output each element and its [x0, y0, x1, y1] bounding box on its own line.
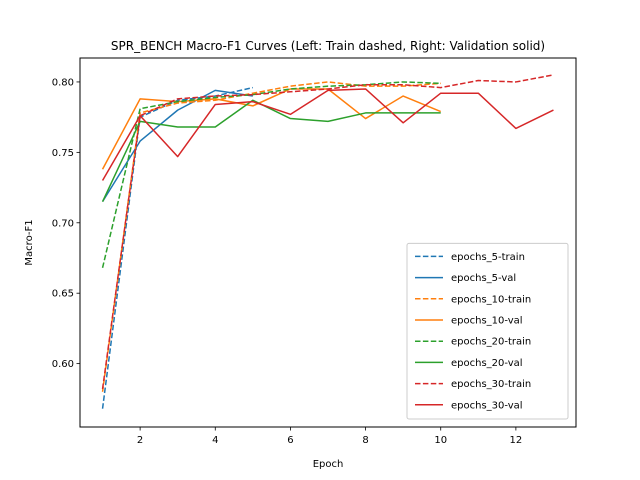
x-tick-label: 4: [212, 435, 218, 446]
series-line-epochs_20-train: [101, 81, 441, 269]
legend-label-epochs_30-train: epochs_30-train: [451, 379, 531, 390]
y-tick-label: 0.80: [52, 77, 74, 88]
chart-title: SPR_BENCH Macro-F1 Curves (Left: Train d…: [111, 39, 545, 53]
plot-area: [101, 74, 554, 409]
y-axis: 0.60 0.65 0.70 0.75 0.80: [52, 77, 80, 370]
legend-box: [406, 242, 569, 420]
series-line-epochs_20-val: [101, 99, 441, 202]
legend: epochs_5-train epochs_5-val epochs_10-trai…: [406, 242, 569, 420]
series-line-epochs_10-train: [101, 81, 441, 392]
series-line-epochs_5-train: [101, 86, 254, 409]
x-axis: 2 4 6 8 10 12: [137, 427, 522, 446]
y-tick-label: 0.65: [52, 289, 74, 300]
legend-label-epochs_10-val: epochs_10-val: [451, 316, 523, 327]
y-tick-label: 0.60: [52, 359, 74, 370]
plot-frame: [79, 57, 577, 428]
series-line-epochs_10-val: [101, 88, 442, 170]
series-line-epochs_5-val: [101, 89, 253, 203]
x-axis-label: Epoch: [313, 459, 344, 470]
x-tick-label: 2: [137, 435, 143, 446]
legend-label-epochs_5-val: epochs_5-val: [451, 273, 516, 284]
x-tick-label: 6: [287, 435, 293, 446]
x-tick-label: 10: [434, 435, 447, 446]
y-tick-label: 0.70: [52, 218, 74, 229]
legend-label-epochs_30-val: epochs_30-val: [451, 400, 523, 411]
legend-label-epochs_20-val: epochs_20-val: [451, 358, 523, 369]
legend-label-epochs_20-train: epochs_20-train: [451, 337, 531, 348]
y-tick-label: 0.75: [52, 148, 74, 159]
legend-label-epochs_10-train: epochs_10-train: [451, 294, 531, 305]
series-line-epochs_30-train: [101, 74, 554, 390]
series-line-epochs_30-val: [101, 88, 554, 181]
x-tick-label: 12: [510, 435, 523, 446]
legend-label-epochs_5-train: epochs_5-train: [451, 252, 525, 263]
x-tick-label: 8: [362, 435, 368, 446]
y-axis-label: Macro-F1: [24, 219, 35, 265]
